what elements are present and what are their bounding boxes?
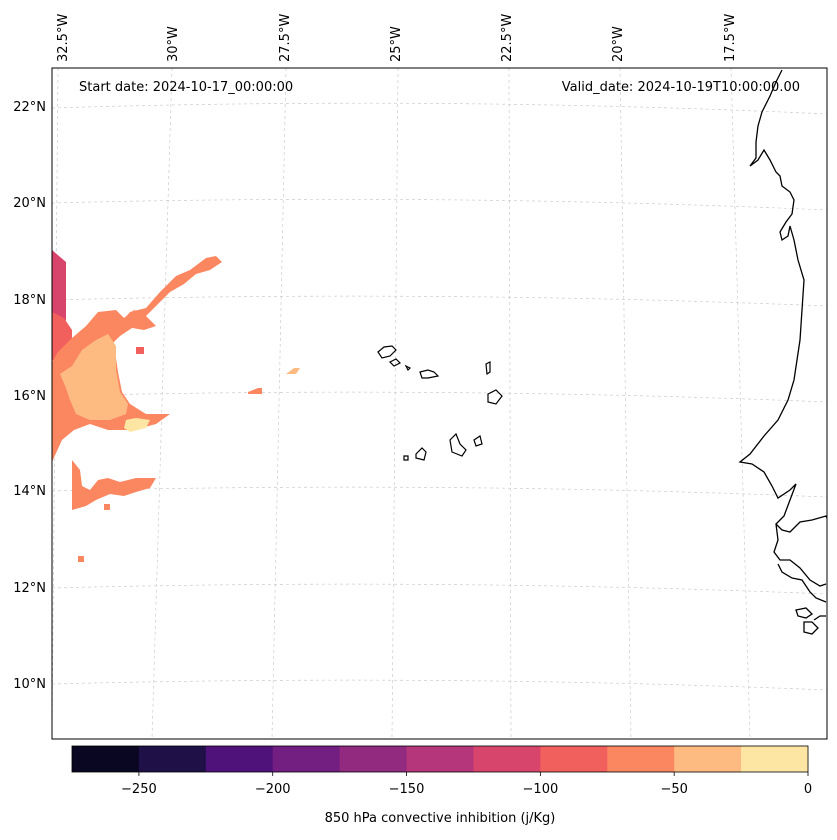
lon-label: 32.5°W: [56, 14, 71, 62]
cin-region-south: [72, 460, 156, 510]
start-date-label: Start date: 2024-10-17_00:00:00: [79, 80, 293, 95]
colorbar-tick-labels: −250 −200 −150 −100 −50 0: [121, 782, 812, 797]
cin-small-patch-3: [286, 368, 300, 374]
lat-label: 16°N: [13, 389, 46, 404]
colorbar-tick-label: −150: [389, 782, 425, 797]
cin-region-magenta: [52, 250, 66, 332]
map-frame: [51, 67, 828, 740]
colorbar-cell: [540, 746, 608, 772]
cin-small-patch-5: [104, 504, 110, 510]
colorbar-cell: [607, 746, 675, 772]
lat-label: 12°N: [13, 581, 46, 596]
colorbar-cell: [272, 746, 341, 772]
colorbar-tick-label: −50: [660, 782, 687, 797]
latitude-labels: 22°N 20°N 18°N 16°N 14°N 12°N 10°N: [13, 100, 46, 692]
lon-label: 27.5°W: [278, 14, 293, 62]
colorbar-tick-label: −100: [523, 782, 559, 797]
colorbar: −250 −200 −150 −100 −50 0 850 hPa convec…: [71, 745, 812, 826]
colorbar-tick-label: 0: [804, 782, 812, 797]
cin-small-patch-2: [248, 388, 262, 394]
lat-label: 22°N: [13, 100, 46, 115]
lon-label: 17.5°W: [723, 14, 738, 62]
colorbar-cell: [741, 746, 809, 772]
cin-small-patch-1: [136, 347, 144, 354]
africa-coastline: [738, 69, 828, 635]
valid-date-label: Valid_date: 2024-10-19T10:00:00.00: [562, 80, 800, 95]
cin-region-pale: [124, 418, 150, 432]
cape-verde-islands: [377, 345, 503, 461]
lat-label: 14°N: [13, 484, 46, 499]
colorbar-cell: [339, 746, 408, 772]
colorbar-title: 850 hPa convective inhibition (j/Kg): [325, 811, 556, 826]
lat-label: 10°N: [13, 677, 46, 692]
colorbar-cell: [205, 746, 274, 772]
lon-label: 25°W: [389, 26, 404, 62]
lon-label: 30°W: [166, 26, 181, 62]
colorbar-cell: [138, 746, 207, 772]
lat-label: 20°N: [13, 196, 46, 211]
colorbar-cell: [674, 746, 742, 772]
cin-arm-orange: [118, 256, 222, 326]
colorbar-ticks: [138, 772, 809, 776]
cin-region-light: [60, 334, 128, 420]
lon-label: 20°W: [611, 26, 626, 62]
colorbar-tick-label: −200: [255, 782, 291, 797]
cin-contours: [52, 250, 300, 562]
colorbar-frame: [71, 745, 809, 773]
map-area: [52, 68, 827, 739]
colorbar-cells: [72, 746, 809, 772]
colorbar-cell: [72, 746, 140, 772]
colorbar-cell: [473, 746, 541, 772]
cin-small-patch-4: [78, 556, 84, 562]
colorbar-tick-label: −250: [121, 782, 157, 797]
lat-label: 18°N: [13, 293, 46, 308]
colorbar-cell: [406, 746, 474, 772]
longitude-labels: 32.5°W 30°W 27.5°W 25°W 22.5°W 20°W 17.5…: [56, 14, 738, 62]
lon-label: 22.5°W: [500, 14, 515, 62]
